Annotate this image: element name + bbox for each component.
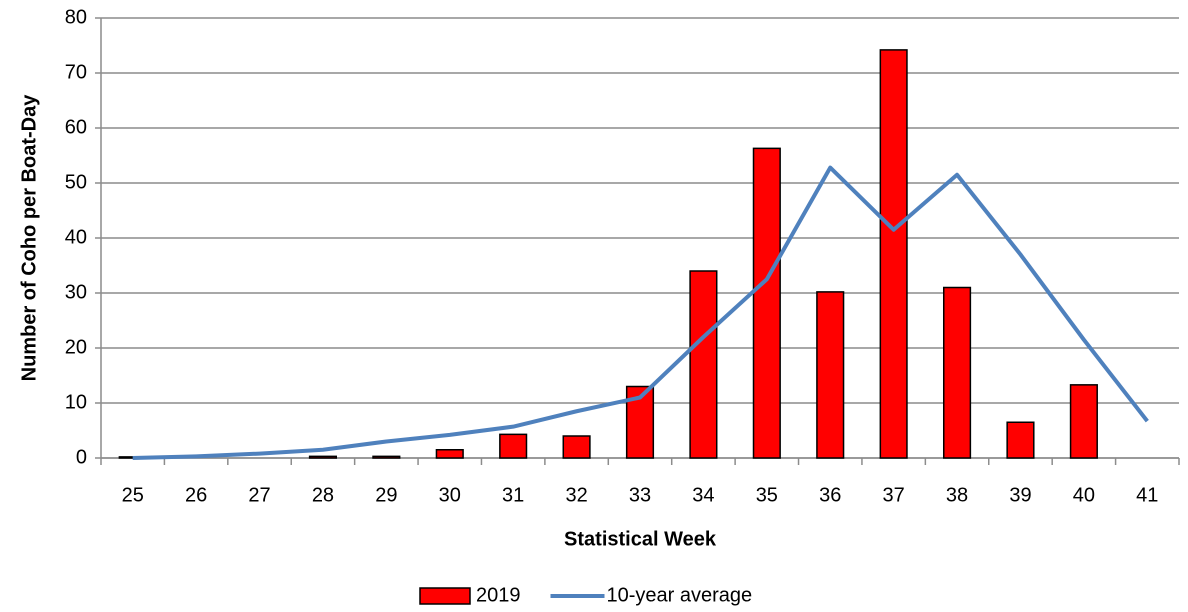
y-tick-label: 0 <box>76 446 87 468</box>
bar <box>562 435 591 459</box>
y-tick-label: 60 <box>65 116 87 138</box>
x-tick-label: 27 <box>248 484 270 506</box>
bar <box>499 433 528 459</box>
x-tick-label: 25 <box>122 484 144 506</box>
y-tick-label: 40 <box>65 226 87 248</box>
bar <box>752 147 781 459</box>
y-tick-label: 50 <box>65 171 87 193</box>
bar <box>689 270 718 459</box>
bar <box>308 455 338 459</box>
x-tick-label: 38 <box>946 484 968 506</box>
bar <box>879 49 908 459</box>
bar <box>942 286 972 459</box>
x-tick-label: 36 <box>819 484 841 506</box>
bar <box>1069 384 1098 459</box>
x-tick-label: 29 <box>375 484 397 506</box>
bar <box>372 455 401 459</box>
line <box>132 165 1149 460</box>
x-tick-label: 40 <box>1073 484 1095 506</box>
x-tick-label: 39 <box>1009 484 1031 506</box>
x-tick-label: 30 <box>439 484 461 506</box>
x-tick-label: 32 <box>565 484 587 506</box>
x-tick-label: 26 <box>185 484 207 506</box>
x-tick-label: 37 <box>883 484 905 506</box>
x-tick-label: 35 <box>756 484 778 506</box>
legend-swatch <box>419 587 471 605</box>
x-tick-label: 28 <box>312 484 334 506</box>
y-tick-label: 20 <box>65 336 87 358</box>
y-tick-label: 80 <box>65 6 87 28</box>
y-axis-label: Number of Coho per Boat-Day <box>18 94 40 382</box>
x-axis-label: Statistical Week <box>564 528 717 550</box>
bar <box>816 291 845 459</box>
legend-label: 2019 <box>476 584 521 606</box>
bar <box>435 449 464 459</box>
y-tick-label: 30 <box>65 281 87 303</box>
x-tick-label: 41 <box>1136 484 1158 506</box>
bar <box>1006 421 1035 459</box>
x-tick-label: 34 <box>692 484 714 506</box>
legend-label: 10-year average <box>607 584 753 606</box>
x-tick-label: 33 <box>629 484 651 506</box>
y-tick-label: 10 <box>65 391 87 413</box>
y-tick-label: 70 <box>65 61 87 83</box>
x-tick-label: 31 <box>502 484 524 506</box>
